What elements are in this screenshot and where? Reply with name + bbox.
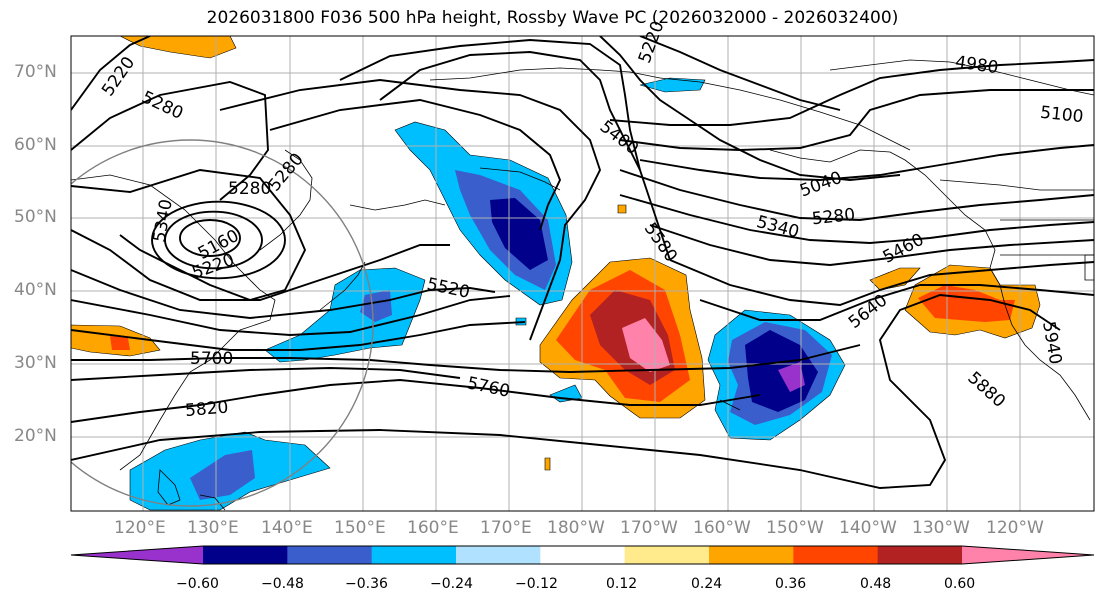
colorbar-segment [624, 546, 710, 564]
colorbar-extend-low [71, 546, 203, 564]
colorbar-segment [709, 546, 794, 564]
contour-label: 5940 [1038, 320, 1065, 366]
colorbar-extend-high [962, 546, 1094, 564]
lon-label: 180°W [547, 518, 605, 538]
colorbar-tick-label: 0.36 [775, 576, 807, 592]
colorbar-outline [70, 545, 1095, 565]
lon-label: 160°W [693, 518, 751, 538]
colorbar [70, 545, 1095, 565]
contour-label: 5880 [963, 368, 1009, 412]
contour-label: 5460 [880, 230, 928, 268]
contour-label: 5340 [150, 198, 177, 244]
colorbar-segment [793, 546, 879, 564]
contour-label: 5640 [845, 291, 891, 333]
contour-labels: 5220 5280 5280 5280 5160 5220 5340 5700 … [98, 18, 1084, 421]
lon-label: 120°E [114, 518, 166, 538]
lat-label-20n: 20°N [14, 426, 57, 446]
contour-label: 5040 [797, 168, 844, 202]
colorbar-tick-label: 0.24 [691, 576, 723, 592]
negative-anomaly-alaska [639, 77, 706, 93]
colorbar-segment [371, 546, 457, 564]
colorbar-tick-label: 0.60 [944, 576, 976, 592]
lat-label-30n: 30°N [14, 353, 57, 373]
colorbar-segment [540, 546, 626, 564]
positive-anomaly-top-left [119, 36, 237, 59]
lat-label-70n: 70°N [14, 62, 57, 82]
contour-label: 5280 [139, 87, 187, 123]
colorbar-segment [287, 546, 373, 564]
contour-label: 4980 [954, 52, 1000, 78]
lat-label-60n: 60°N [14, 135, 57, 155]
lon-label: 170°W [620, 518, 678, 538]
contour-label: 5760 [465, 373, 511, 402]
colorbar-tick-label: −0.60 [176, 576, 219, 592]
colorbar-segment [456, 546, 541, 564]
height-contours [71, 36, 1094, 489]
contour-label: 5520 [425, 274, 471, 303]
contour-label: 5700 [190, 349, 233, 369]
contour-label: 5280 [811, 205, 856, 229]
map-title: 2026031800 F036 500 hPa height, Rossby W… [206, 8, 899, 28]
map-frame [70, 35, 1095, 512]
lon-label: 170°E [480, 518, 532, 538]
lon-label: 150°W [766, 518, 824, 538]
colorbar-segment [877, 546, 963, 564]
lon-label: 120°W [986, 518, 1044, 538]
lon-label: 130°W [912, 518, 970, 538]
reference-circle [71, 139, 374, 507]
colorbar-tick-label: −0.48 [261, 576, 304, 592]
lat-label-40n: 40°N [14, 280, 57, 300]
lon-label: 130°E [187, 518, 239, 538]
colorbar-tick-label: −0.36 [345, 576, 388, 592]
contour-label: 5820 [184, 397, 229, 421]
colorbar-segment [203, 546, 288, 564]
contour-label: 5220 [635, 18, 669, 65]
colorbar-tick-label: −0.24 [430, 576, 473, 592]
lon-label: 160°E [407, 518, 459, 538]
lon-label: 140°E [261, 518, 313, 538]
colorbar-tick-label: 0.48 [860, 576, 892, 592]
contour-label: 5100 [1039, 103, 1084, 127]
contour-label: 5280 [228, 179, 271, 199]
colorbar-tick-label: 0.12 [606, 576, 638, 592]
contour-label: 5280 [265, 149, 308, 195]
contour-label: 5220 [98, 53, 139, 100]
coastlines [71, 59, 1094, 511]
lat-label-50n: 50°N [14, 207, 57, 227]
lon-label: 140°W [839, 518, 897, 538]
colorbar-tick-label: −0.12 [515, 576, 558, 592]
lon-label: 150°E [334, 518, 386, 538]
